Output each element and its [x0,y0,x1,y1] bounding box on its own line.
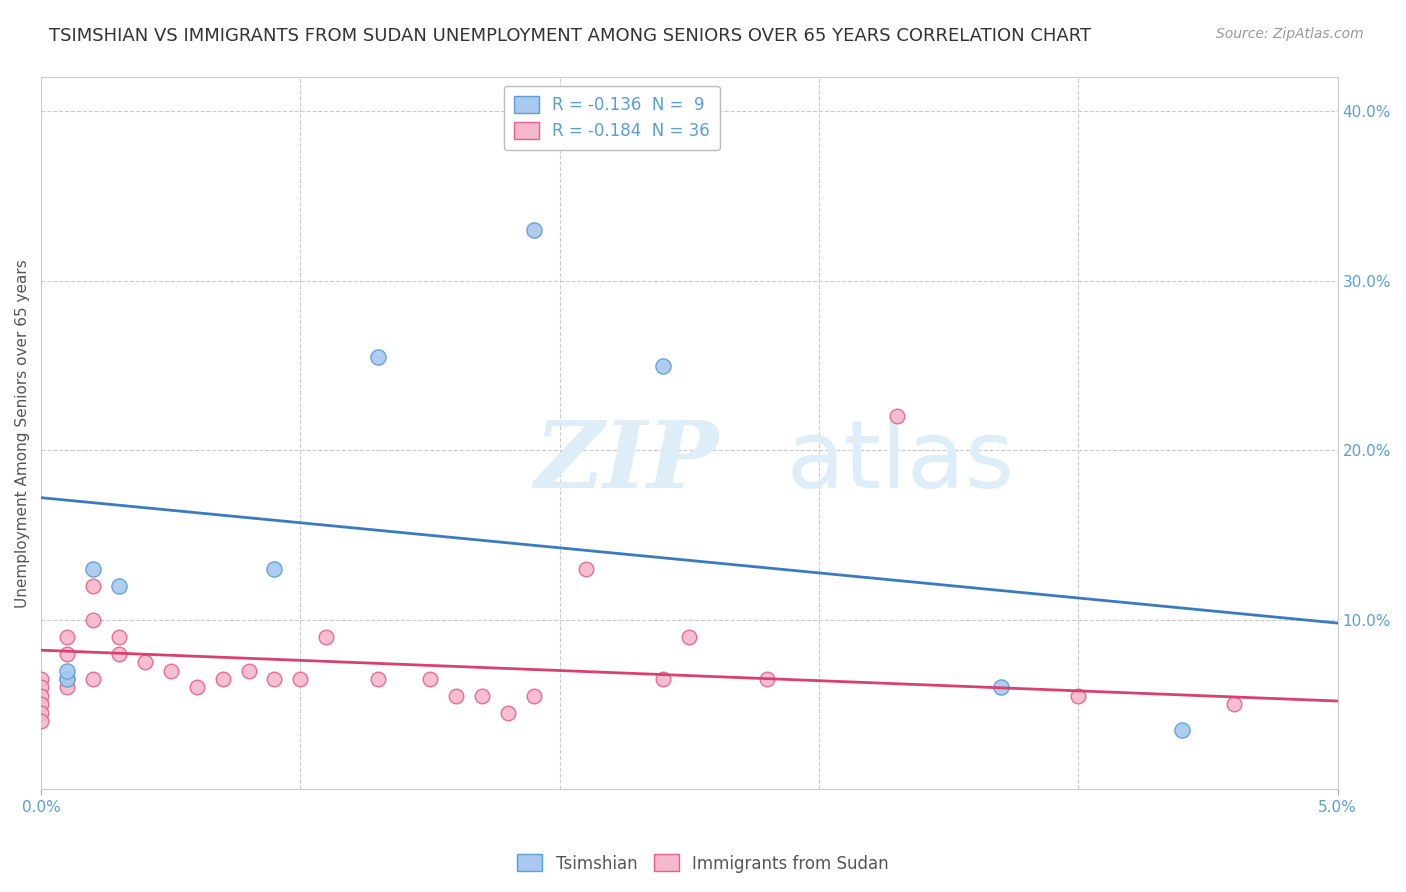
Point [30,698,52,712]
Point [186,681,208,695]
Y-axis label: Unemployment Among Seniors over 65 years: Unemployment Among Seniors over 65 years [15,259,30,607]
Legend: R = -0.136  N =  9, R = -0.184  N = 36: R = -0.136 N = 9, R = -0.184 N = 36 [503,86,720,151]
Point [108,579,131,593]
Point [444,689,467,703]
Point [471,689,494,703]
Point [990,681,1012,695]
Point [886,409,908,424]
Point [523,689,546,703]
Point [1223,698,1246,712]
Text: Source: ZipAtlas.com: Source: ZipAtlas.com [1216,27,1364,41]
Point [56,630,79,644]
Text: ZIP: ZIP [534,417,718,507]
Point [82,672,104,686]
Point [263,562,285,576]
Point [56,647,79,661]
Point [652,672,675,686]
Point [523,223,546,237]
Legend: Tsimshian, Immigrants from Sudan: Tsimshian, Immigrants from Sudan [510,847,896,880]
Point [82,579,104,593]
Point [30,681,52,695]
Point [756,672,779,686]
Point [108,630,131,644]
Point [419,672,441,686]
Point [367,350,389,364]
Point [134,655,156,669]
Point [652,359,675,373]
Point [211,672,233,686]
Point [496,706,519,720]
Point [678,630,700,644]
Point [56,681,79,695]
Point [1171,723,1194,737]
Point [30,714,52,729]
Point [56,672,79,686]
Point [315,630,337,644]
Text: atlas: atlas [786,416,1015,508]
Point [367,672,389,686]
Point [56,664,79,678]
Text: TSIMSHIAN VS IMMIGRANTS FROM SUDAN UNEMPLOYMENT AMONG SENIORS OVER 65 YEARS CORR: TSIMSHIAN VS IMMIGRANTS FROM SUDAN UNEMP… [49,27,1091,45]
Point [82,613,104,627]
Point [56,672,79,686]
Point [30,672,52,686]
Point [108,647,131,661]
Point [30,706,52,720]
Point [1067,689,1090,703]
Point [30,689,52,703]
Point [575,562,598,576]
Point [290,672,312,686]
Point [238,664,260,678]
Point [82,562,104,576]
Point [159,664,181,678]
Point [263,672,285,686]
